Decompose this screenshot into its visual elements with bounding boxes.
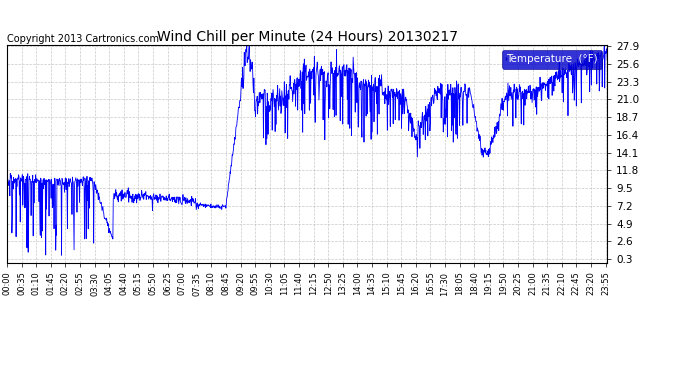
Text: Copyright 2013 Cartronics.com: Copyright 2013 Cartronics.com xyxy=(7,34,159,44)
Legend: Temperature  (°F): Temperature (°F) xyxy=(502,50,602,69)
Title: Wind Chill per Minute (24 Hours) 20130217: Wind Chill per Minute (24 Hours) 2013021… xyxy=(157,30,457,44)
